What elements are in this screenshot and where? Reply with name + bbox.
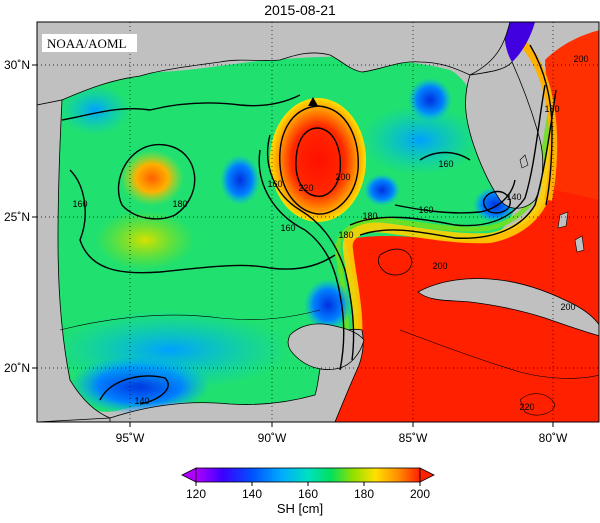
contour-label: 180 bbox=[544, 104, 559, 114]
mexico-land bbox=[37, 99, 111, 422]
colorbar-tick-label: 180 bbox=[354, 487, 374, 501]
contour-160-northeast bbox=[419, 151, 471, 161]
contour-thin-1 bbox=[59, 309, 321, 331]
contour-eddy-220 bbox=[295, 127, 342, 197]
contour-160-loop bbox=[258, 149, 345, 371]
colorbar-tick-label: 160 bbox=[298, 487, 318, 501]
map-title: 2015-08-21 bbox=[264, 2, 336, 18]
contour-200-caribbean bbox=[378, 248, 413, 276]
colorbar-high-arrow bbox=[419, 467, 435, 483]
colorbar: 120 140 160 180 200 bbox=[181, 467, 435, 501]
atlantic-warm-water bbox=[545, 30, 599, 200]
colorbar-tick-label: 120 bbox=[186, 487, 206, 501]
lon-tick-80w: 80˚W bbox=[539, 431, 568, 445]
contour-label: 160 bbox=[72, 199, 87, 209]
contour-140-florida bbox=[482, 190, 511, 214]
map-plot-area: 160 180 220 200 160 180 160 180 160 140 200 200 180 2… bbox=[37, 22, 599, 422]
central-yellow-spot bbox=[95, 210, 195, 270]
colorbar-gradient bbox=[195, 467, 421, 483]
east-blue-spot bbox=[364, 174, 400, 206]
axis-ticks bbox=[32, 64, 554, 427]
contour-thin-3 bbox=[519, 393, 556, 416]
bahamas-land bbox=[557, 211, 585, 253]
yucatan-peninsula-land bbox=[287, 323, 365, 370]
contour-lines bbox=[59, 44, 599, 416]
florida-peninsula-land bbox=[465, 61, 544, 209]
contour-label: 200 bbox=[560, 302, 575, 312]
lat-tick-30n: 30˚N bbox=[4, 58, 30, 72]
source-tag: NOAA/AOML bbox=[47, 36, 127, 51]
loop-current-warm-water bbox=[330, 35, 599, 422]
lat-tick-25n: 25˚N bbox=[4, 210, 30, 224]
west-cyan-area bbox=[60, 85, 130, 135]
lat-tick-20n: 20˚N bbox=[4, 361, 30, 375]
lon-tick-90w: 90˚W bbox=[258, 431, 287, 445]
campeche-blue-spot bbox=[304, 279, 352, 331]
contour-label: 180 bbox=[338, 230, 353, 240]
warm-eddy bbox=[270, 98, 366, 222]
central-blue-spot bbox=[220, 155, 260, 205]
contour-label: 200 bbox=[573, 54, 588, 64]
colorbar-tick-label: 140 bbox=[242, 487, 262, 501]
lon-tick-95w: 95˚W bbox=[116, 431, 145, 445]
contour-labels: 160 180 220 200 160 180 160 180 160 140 200 200 180 2… bbox=[72, 54, 588, 412]
south-cyan-area bbox=[50, 310, 290, 390]
colorbar-tick-label: 200 bbox=[410, 487, 430, 501]
contour-180-loop bbox=[266, 134, 355, 361]
contour-thin-2 bbox=[399, 329, 599, 379]
contour-label: 200 bbox=[432, 261, 447, 271]
contour-label: 180 bbox=[362, 211, 377, 221]
contour-label: 140 bbox=[134, 396, 149, 406]
source-tag-box bbox=[42, 34, 137, 52]
contour-180-current bbox=[349, 84, 546, 227]
contour-label: 160 bbox=[280, 223, 295, 233]
contour-180-atlantic bbox=[529, 44, 553, 206]
lon-tick-85w: 85˚W bbox=[399, 431, 428, 445]
contour-160-central bbox=[69, 169, 336, 274]
contour-160-east bbox=[394, 179, 516, 214]
colorbar-label: SH [cm] bbox=[276, 501, 324, 516]
station-marker-triangle bbox=[308, 97, 318, 106]
contour-label: 160 bbox=[267, 179, 282, 189]
contour-label: 140 bbox=[506, 192, 521, 202]
contour-label: 200 bbox=[335, 172, 350, 182]
colorbar-ticks: 120 140 160 180 200 bbox=[186, 482, 430, 501]
contour-eddy-200 bbox=[279, 105, 359, 215]
us-coast-land bbox=[37, 22, 511, 106]
small-island-land bbox=[519, 154, 529, 169]
contour-200-current bbox=[359, 89, 557, 239]
cuba-land bbox=[417, 278, 599, 337]
north-cyan-area bbox=[360, 105, 480, 175]
contour-160-north bbox=[61, 94, 301, 121]
colorbar-low-arrow bbox=[181, 467, 197, 483]
contour-label: 220 bbox=[519, 402, 534, 412]
western-warm-spot bbox=[120, 150, 184, 206]
contour-label: 180 bbox=[172, 199, 187, 209]
atlantic-purple-corner bbox=[504, 22, 535, 62]
contour-label: 220 bbox=[298, 183, 313, 193]
contour-180-west bbox=[117, 144, 196, 220]
graticule bbox=[37, 22, 599, 422]
contour-140-south bbox=[99, 375, 169, 405]
contour-label: 160 bbox=[418, 205, 433, 215]
contour-label: 160 bbox=[438, 159, 453, 169]
plot-frame bbox=[36, 21, 600, 423]
